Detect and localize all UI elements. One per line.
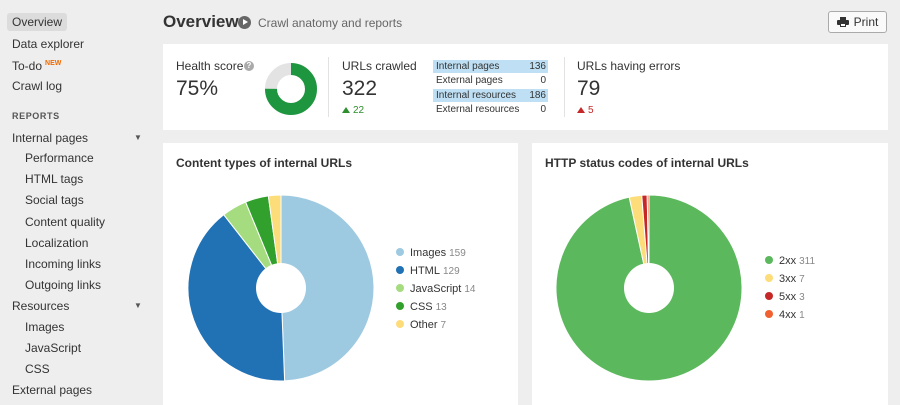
sidebar-item-todo[interactable]: To-do NEW bbox=[12, 57, 61, 73]
legend-item[interactable]: 3xx 7 bbox=[765, 273, 805, 285]
sidebar-item-images[interactable]: Images bbox=[25, 320, 65, 334]
sidebar-item-overview[interactable]: Overview bbox=[7, 13, 68, 31]
legend-count: 14 bbox=[464, 284, 476, 295]
legend-label: HTML bbox=[410, 265, 440, 277]
legend-label: Images bbox=[410, 247, 447, 259]
arrow-up-icon bbox=[577, 107, 585, 113]
legend-item[interactable]: Images 159 bbox=[396, 247, 466, 259]
page-subtitle[interactable]: Crawl anatomy and reports bbox=[258, 16, 403, 30]
legend-swatch bbox=[396, 302, 404, 310]
legend-count: 7 bbox=[799, 274, 805, 285]
sidebar-item-crawl-log[interactable]: Crawl log bbox=[12, 79, 63, 93]
legend-swatch bbox=[396, 266, 404, 274]
legend-label: 3xx bbox=[779, 273, 797, 285]
legend-label: Other bbox=[410, 319, 438, 331]
breakdown-row[interactable]: Internal pages 136 bbox=[433, 60, 548, 73]
http-status-chart bbox=[555, 194, 743, 382]
sidebar-item-performance[interactable]: Performance bbox=[25, 151, 94, 165]
sidebar-item-css[interactable]: CSS bbox=[25, 362, 50, 376]
sidebar-item-localization[interactable]: Localization bbox=[25, 236, 89, 250]
legend-count: 159 bbox=[449, 248, 466, 259]
sidebar-item-javascript[interactable]: JavaScript bbox=[25, 341, 82, 355]
health-score-donut bbox=[265, 63, 317, 115]
reports-heading: REPORTS bbox=[12, 111, 60, 121]
sidebar-item-resources[interactable]: Resources bbox=[12, 299, 70, 313]
sidebar-item-label: To-do bbox=[12, 59, 43, 73]
legend-count: 7 bbox=[440, 320, 447, 331]
legend-count: 129 bbox=[442, 266, 460, 277]
legend-count: 1 bbox=[799, 310, 805, 321]
health-score-value: 75% bbox=[176, 77, 219, 100]
http-status-title: HTTP status codes of internal URLs bbox=[545, 156, 749, 170]
print-label: Print bbox=[853, 15, 879, 29]
divider bbox=[328, 57, 329, 117]
legend-swatch bbox=[396, 284, 404, 292]
legend-item[interactable]: CSS 13 bbox=[396, 301, 447, 313]
legend-count: 311 bbox=[799, 256, 816, 267]
urls-crawled-label: URLs crawled bbox=[342, 59, 417, 73]
errors-delta: 5 bbox=[577, 105, 594, 116]
pie-slice-html[interactable] bbox=[187, 214, 286, 382]
legend-swatch bbox=[765, 310, 773, 318]
sidebar-item-internal-pages[interactable]: Internal pages bbox=[12, 131, 89, 145]
printer-icon bbox=[836, 17, 849, 27]
page-title: Overview bbox=[163, 12, 239, 31]
pie-slice-images[interactable] bbox=[280, 194, 375, 382]
pie-slice-4xx[interactable] bbox=[646, 194, 650, 289]
legend-label: CSS bbox=[410, 301, 433, 313]
legend-swatch bbox=[396, 248, 404, 256]
legend-label: JavaScript bbox=[410, 283, 462, 295]
play-circle-icon[interactable] bbox=[238, 16, 251, 29]
health-score-label: Health score bbox=[176, 59, 244, 73]
legend-item[interactable]: HTML 129 bbox=[396, 265, 460, 277]
content-types-chart bbox=[187, 194, 375, 382]
legend-swatch bbox=[765, 292, 773, 300]
print-button[interactable]: Print bbox=[828, 11, 887, 33]
legend-item[interactable]: 2xx 311 bbox=[765, 255, 815, 267]
errors-value[interactable]: 79 bbox=[577, 77, 601, 100]
pie-hole bbox=[624, 263, 674, 313]
breakdown-row[interactable]: Internal resources 186 bbox=[433, 89, 548, 102]
pie-hole bbox=[256, 263, 306, 313]
health-arc bbox=[265, 63, 317, 115]
legend-label: 2xx bbox=[779, 255, 797, 267]
sidebar-item-outgoing-links[interactable]: Outgoing links bbox=[25, 278, 102, 292]
breakdown-row[interactable]: External pages 0 bbox=[436, 75, 546, 86]
new-badge: NEW bbox=[45, 60, 62, 67]
sidebar-item-content-quality[interactable]: Content quality bbox=[25, 215, 106, 229]
divider bbox=[564, 57, 565, 117]
urls-crawled-value[interactable]: 322 bbox=[342, 77, 378, 100]
urls-crawled-delta: 22 bbox=[342, 105, 364, 116]
sidebar-item-social-tags[interactable]: Social tags bbox=[25, 193, 84, 207]
legend-label: 5xx bbox=[779, 291, 797, 303]
legend-swatch bbox=[765, 274, 773, 282]
sidebar-item-html-tags[interactable]: HTML tags bbox=[25, 172, 84, 186]
caret-down-icon[interactable]: ▼ bbox=[134, 133, 142, 142]
breakdown-row[interactable]: External resources 0 bbox=[436, 104, 546, 115]
caret-down-icon[interactable]: ▼ bbox=[134, 301, 142, 310]
errors-label: URLs having errors bbox=[577, 59, 681, 73]
stats-card: Health score ? 75% URLs crawled 322 22 I… bbox=[163, 44, 888, 130]
sidebar-item-data-explorer[interactable]: Data explorer bbox=[12, 37, 85, 51]
http-status-card: HTTP status codes of internal URLs 2xx 31… bbox=[532, 143, 888, 405]
sidebar-item-incoming-links[interactable]: Incoming links bbox=[25, 257, 102, 271]
legend-swatch bbox=[765, 256, 773, 264]
legend-count: 13 bbox=[435, 302, 447, 313]
sidebar: Overview Data explorer To-do NEW Crawl lo… bbox=[0, 0, 150, 405]
help-icon[interactable]: ? bbox=[244, 61, 254, 71]
legend-swatch bbox=[396, 320, 404, 328]
content-types-title: Content types of internal URLs bbox=[176, 156, 353, 170]
sidebar-item-external-pages[interactable]: External pages bbox=[12, 383, 93, 397]
content-types-card: Content types of internal URLs Images 159… bbox=[163, 143, 518, 405]
legend-item[interactable]: JavaScript 14 bbox=[396, 283, 475, 295]
legend-item[interactable]: 5xx 3 bbox=[765, 291, 805, 303]
legend-item[interactable]: Other 7 bbox=[396, 319, 446, 331]
arrow-up-icon bbox=[342, 107, 350, 113]
legend-label: 4xx bbox=[779, 309, 797, 321]
legend-count: 3 bbox=[799, 292, 805, 303]
legend-item[interactable]: 4xx 1 bbox=[765, 309, 805, 321]
